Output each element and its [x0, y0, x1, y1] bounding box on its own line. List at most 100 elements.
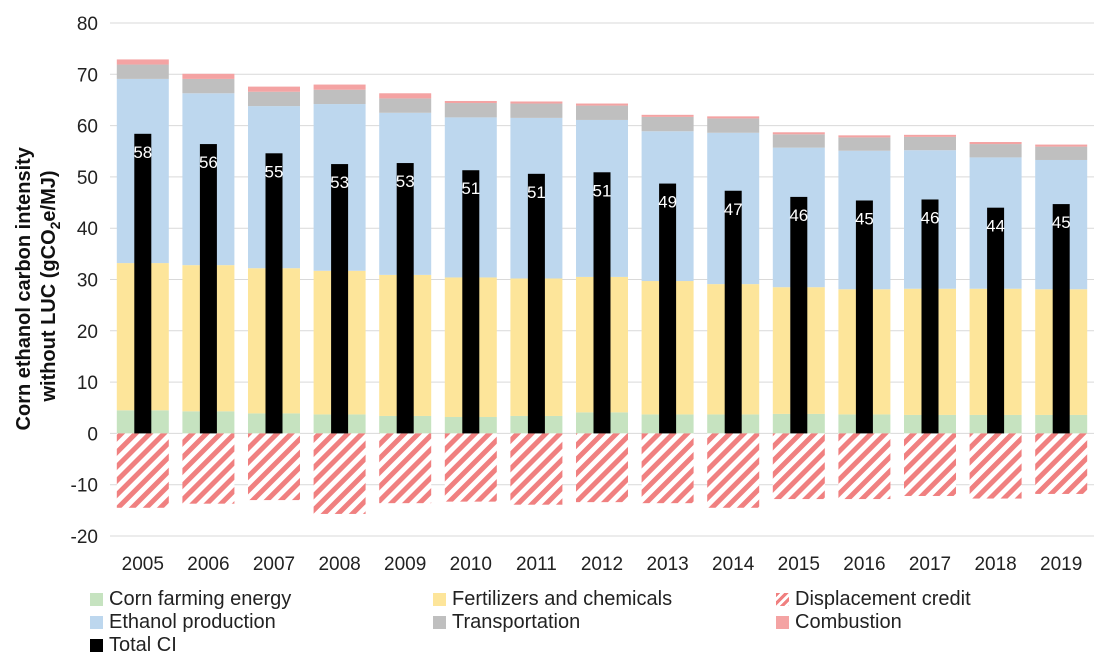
y-tick-label: 0 [87, 424, 98, 445]
bar-total-ci-2009 [396, 163, 414, 434]
bar-displacement-credit-2010 [444, 433, 497, 502]
legend-label: Transportation [452, 611, 581, 633]
bar-combustion-2014 [707, 116, 760, 119]
x-tick-label: 2007 [253, 554, 295, 575]
bar-displacement-credit-2015 [772, 433, 825, 500]
legend-swatch [776, 593, 789, 606]
x-tick-label: 2019 [1040, 554, 1082, 575]
legend-swatch [433, 616, 446, 629]
legend-swatch [90, 639, 103, 652]
bar-displacement-credit-2005 [116, 433, 169, 508]
bar-displacement-credit-2014 [707, 433, 760, 508]
bar-combustion-2017 [904, 134, 956, 137]
bar-total-ci-2007 [265, 153, 283, 434]
legend-item-fertilizers-and-chemicals: Fertilizers and chemicals [433, 588, 672, 611]
bar-combustion-2012 [576, 103, 628, 106]
total-ci-label: 45 [855, 209, 874, 228]
x-tick-label: 2006 [187, 554, 229, 575]
legend-label: Combustion [795, 611, 902, 633]
bar-combustion-2007 [248, 86, 300, 92]
total-ci-label: 44 [986, 217, 1005, 236]
y-tick-label: 70 [77, 65, 98, 86]
total-ci-bars: 58 56 55 53 53 51 51 51 49 47 46 45 46 44 45 [133, 133, 1071, 434]
bar-total-ci-2005 [134, 133, 152, 434]
bar-combustion-2016 [838, 135, 891, 138]
legend: Corn farming energy Fertilizers and chemi… [90, 588, 1050, 657]
bar-total-ci-2012 [593, 172, 611, 434]
legend-item-transportation: Transportation [433, 611, 580, 634]
bar-transportation-2005 [116, 64, 169, 79]
y-tick-label: -20 [71, 527, 98, 548]
bar-total-ci-2017 [921, 199, 939, 434]
bar-total-ci-2018 [987, 207, 1005, 434]
legend-item-total-ci: Total CI [90, 634, 177, 657]
total-ci-label: 58 [133, 143, 152, 162]
bar-total-ci-2008 [331, 164, 349, 434]
x-tick-label: 2008 [318, 554, 360, 575]
legend-item-ethanol-production: Ethanol production [90, 611, 276, 634]
bar-transportation-2017 [904, 136, 956, 151]
legend-label: Ethanol production [109, 611, 276, 633]
bar-displacement-credit-2012 [576, 433, 628, 503]
bar-total-ci-2015 [790, 196, 808, 434]
bar-transportation-2007 [248, 91, 300, 107]
bar-total-ci-2016 [855, 200, 873, 434]
y-tick-label: 40 [77, 219, 98, 240]
total-ci-label: 53 [330, 173, 349, 192]
y-axis-label: Corn ethanol carbon intensity without LU… [13, 142, 63, 431]
bar-transportation-2014 [707, 118, 760, 133]
x-tick-label: 2010 [450, 554, 492, 575]
bar-total-ci-2019 [1052, 204, 1070, 434]
x-tick-label: 2017 [909, 554, 951, 575]
bar-total-ci-2010 [462, 170, 480, 434]
y-tick-label: 30 [77, 271, 98, 292]
total-ci-label: 55 [265, 162, 284, 181]
bar-total-ci-2013 [659, 183, 677, 434]
bar-transportation-2012 [576, 105, 628, 120]
legend-item-corn-farming-energy: Corn farming energy [90, 588, 291, 611]
bar-combustion-2008 [313, 84, 366, 90]
x-tick-label: 2012 [581, 554, 623, 575]
legend-item-combustion: Combustion [776, 611, 902, 634]
legend-swatch [433, 593, 446, 606]
bar-transportation-2016 [838, 137, 891, 151]
legend-label: Fertilizers and chemicals [452, 588, 673, 610]
x-tick-label: 2011 [516, 554, 557, 575]
bar-combustion-2006 [182, 73, 235, 79]
total-ci-label: 56 [199, 153, 218, 172]
legend-label: Displacement credit [795, 588, 971, 610]
bar-displacement-credit-2016 [838, 433, 891, 500]
bar-transportation-2018 [969, 144, 1022, 158]
bar-displacement-credit-2009 [379, 433, 432, 504]
bar-displacement-credit-2018 [969, 433, 1022, 499]
x-tick-label: 2014 [712, 554, 755, 575]
legend-item-displacement-credit: Displacement credit [776, 588, 971, 611]
legend-swatch [776, 616, 789, 629]
y-axis-ticks: -20 -10 0 10 20 30 40 50 60 70 80 [71, 14, 98, 548]
bar-combustion-2013 [641, 114, 694, 117]
total-ci-label: 45 [1052, 213, 1071, 232]
legend-swatch [90, 593, 103, 606]
x-tick-label: 2016 [843, 554, 885, 575]
bar-displacement-credit-2017 [904, 433, 956, 496]
bar-displacement-credit-2013 [641, 433, 694, 504]
legend-swatch [90, 616, 103, 629]
bar-transportation-2011 [510, 103, 563, 118]
bar-combustion-2010 [444, 100, 497, 104]
total-ci-label: 49 [658, 193, 677, 212]
bar-combustion-2018 [969, 142, 1022, 145]
legend-label: Total CI [109, 634, 177, 656]
y-tick-label: 20 [77, 322, 98, 343]
y-tick-label: 60 [77, 117, 98, 138]
legend-label: Corn farming energy [109, 588, 292, 610]
bar-displacement-credit-2006 [182, 433, 235, 504]
bar-transportation-2010 [444, 103, 497, 118]
bar-displacement-credit-2008 [313, 433, 366, 514]
total-ci-label: 51 [527, 183, 546, 202]
bar-transportation-2015 [772, 134, 825, 148]
bar-combustion-2009 [379, 93, 432, 99]
chart-area: -20 -10 0 10 20 30 40 50 60 70 80 58 56 55 53 53 51 51 51… [13, 14, 1094, 575]
bar-transportation-2009 [379, 98, 432, 113]
total-ci-label: 47 [724, 200, 743, 219]
y-tick-label: 80 [77, 14, 98, 35]
